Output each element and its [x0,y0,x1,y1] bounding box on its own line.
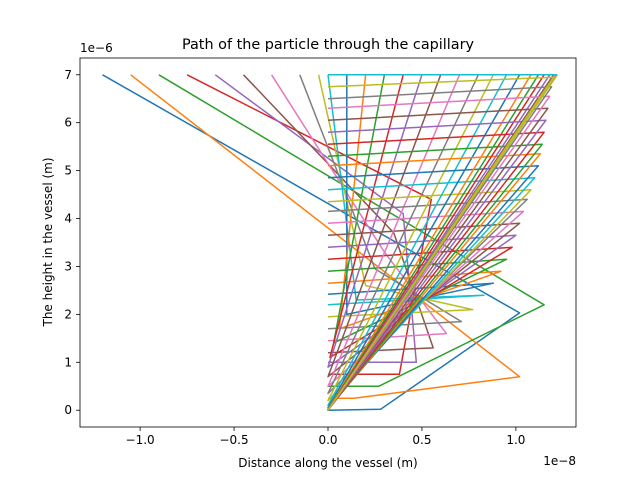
y-tick-label: 3 [64,259,72,273]
series-line-2 [130,74,521,399]
y-tick-label: 6 [64,116,72,130]
series-line-3 [158,74,545,388]
x-tick-label: 1.0 [506,433,525,447]
y-tick-label: 2 [64,307,72,321]
x-axis: −1.0 −0.5 0.0 0.5 1.0 [126,427,525,447]
series-line-21 [327,74,540,409]
y-tick-label: 0 [64,403,72,417]
x-axis-label: Distance along the vessel (m) [238,456,417,470]
series-layer [102,74,558,411]
series-line-25 [327,74,551,411]
y-axis: 0 1 2 3 4 5 6 7 [64,68,80,417]
series-line-24 [327,74,545,411]
x-offset-label: 1e−8 [543,454,576,468]
y-tick-label: 5 [64,164,72,178]
x-tick-label: −1.0 [126,433,155,447]
y-tick-label: 7 [64,68,72,82]
series-line-23 [327,74,543,411]
series-line-22 [327,74,542,411]
y-axis-label: The height in the vessel (m) [41,157,55,327]
y-offset-label: 1e−6 [80,41,113,55]
x-tick-label: −0.5 [219,433,248,447]
series-line-1 [102,74,521,411]
y-tick-label: 4 [64,212,72,226]
series-line-20 [327,74,536,407]
series-line-29 [327,74,558,411]
y-tick-label: 1 [64,355,72,369]
chart-title: Path of the particle through the capilla… [182,37,475,53]
x-tick-label: 0.5 [412,433,431,447]
x-tick-label: 0.0 [318,433,337,447]
series-line-19 [327,74,532,402]
